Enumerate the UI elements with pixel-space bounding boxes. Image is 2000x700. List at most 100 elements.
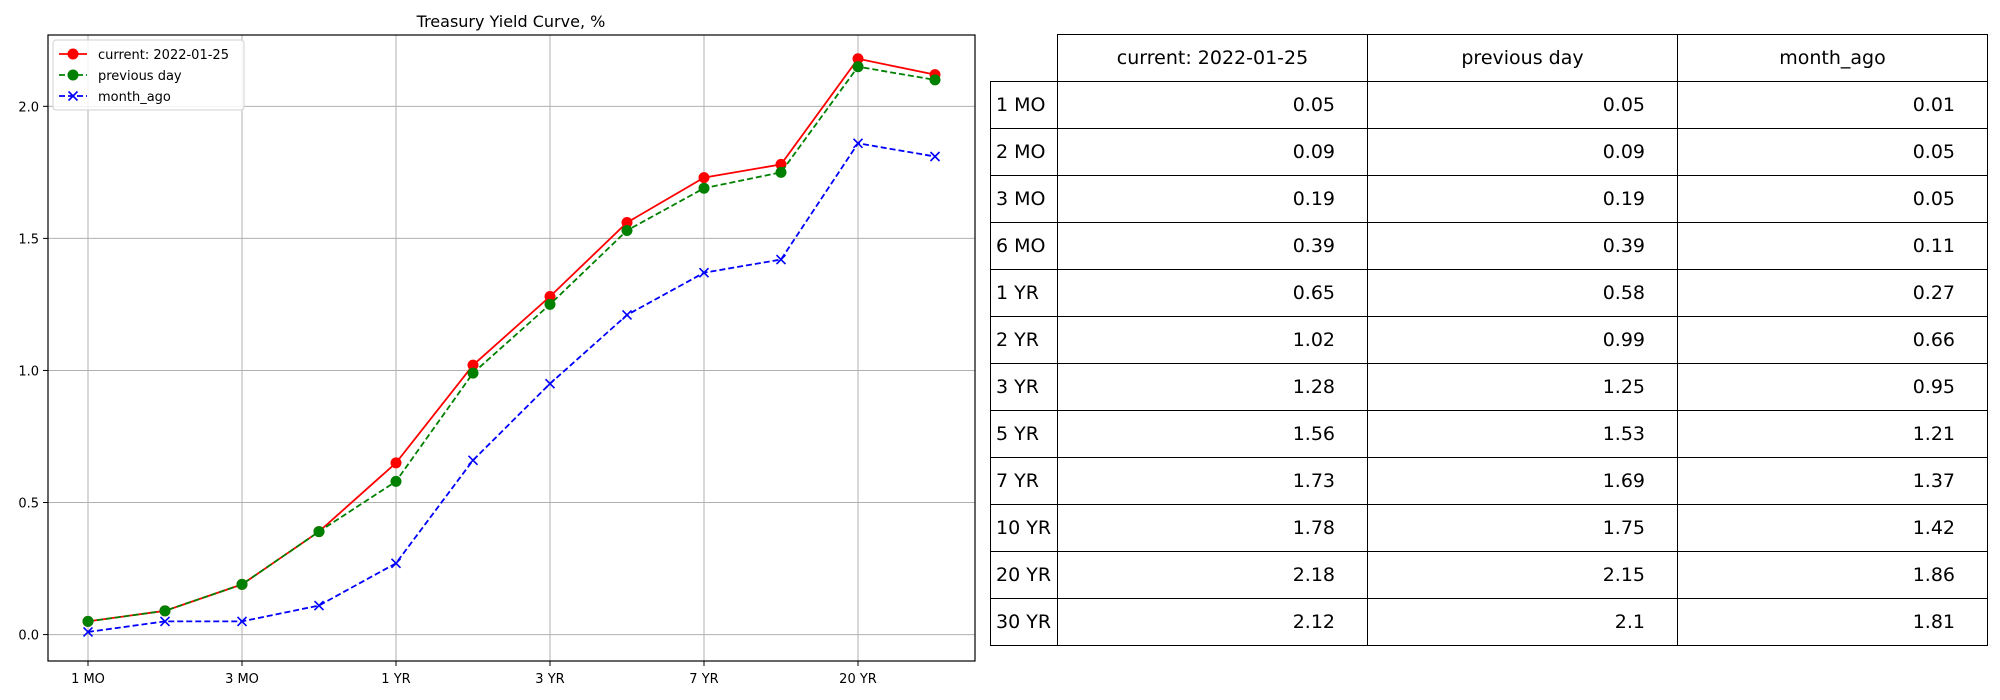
legend-box — [52, 39, 245, 111]
series-1 — [82, 61, 941, 627]
data-point — [390, 558, 402, 569]
data-point — [313, 526, 325, 538]
data-point — [621, 224, 633, 236]
table-cell: 1.37 — [1677, 457, 1988, 505]
table-cell: 1.56 — [1057, 410, 1368, 458]
table-cell: 0.19 — [1057, 175, 1368, 223]
row-label: 20 YR — [990, 551, 1058, 599]
legend-label: current: 2022-01-25 — [98, 48, 229, 63]
table-cell: 1.73 — [1057, 457, 1368, 505]
table-cell: 1.42 — [1677, 504, 1988, 552]
table-cell: 0.09 — [1367, 128, 1678, 176]
table-cell: 0.09 — [1057, 128, 1368, 176]
data-point — [236, 578, 248, 590]
table-row: 5 YR 1.56 1.53 1.21 — [990, 410, 1988, 458]
table-corner-cell — [990, 34, 1058, 82]
x-tick-label: 3 MO — [225, 672, 259, 687]
table-cell: 0.27 — [1677, 269, 1988, 317]
table-cell: 2.18 — [1057, 551, 1368, 599]
table-cell: 1.86 — [1677, 551, 1988, 599]
row-label: 2 YR — [990, 316, 1058, 364]
series-group — [82, 53, 941, 638]
table-cell: 0.95 — [1677, 363, 1988, 411]
data-point — [82, 626, 94, 638]
grid — [48, 35, 975, 661]
table-row: 20 YR 2.18 2.15 1.86 — [990, 551, 1988, 599]
table-cell: 0.66 — [1677, 316, 1988, 364]
series-line — [87, 142, 936, 633]
legend-label: month_ago — [98, 90, 171, 105]
table-cell: 0.39 — [1057, 222, 1368, 270]
row-label: 2 MO — [990, 128, 1058, 176]
table-header-row: current: 2022-01-25 previous day month_a… — [990, 34, 1988, 82]
table-cell: 0.05 — [1677, 128, 1988, 176]
row-label: 30 YR — [990, 598, 1058, 646]
table-row: 7 YR 1.73 1.69 1.37 — [990, 457, 1988, 505]
table-cell: 0.05 — [1677, 175, 1988, 223]
table-row: 3 MO 0.19 0.19 0.05 — [990, 175, 1988, 223]
row-label: 3 MO — [990, 175, 1058, 223]
data-point — [775, 254, 787, 265]
row-label: 10 YR — [990, 504, 1058, 552]
table-cell: 0.05 — [1367, 81, 1678, 129]
chart-title: Treasury Yield Curve, % — [416, 12, 606, 31]
data-point — [159, 616, 171, 627]
data-point — [467, 367, 479, 379]
data-point — [236, 616, 248, 627]
table-cell: 0.58 — [1367, 269, 1678, 317]
data-point — [698, 182, 710, 194]
data-point — [852, 138, 864, 149]
table-cell: 2.15 — [1367, 551, 1678, 599]
table-row: 6 MO 0.39 0.39 0.11 — [990, 222, 1988, 270]
table-cell: 1.02 — [1057, 316, 1368, 364]
row-label: 6 MO — [990, 222, 1058, 270]
table-cell: 1.81 — [1677, 598, 1988, 646]
y-tick-label: 2.0 — [18, 100, 39, 115]
series-line — [87, 57, 936, 623]
table-row: 30 YR 2.12 2.1 1.81 — [990, 598, 1988, 646]
row-label: 3 YR — [990, 363, 1058, 411]
data-point — [390, 475, 402, 487]
table-cell: 1.69 — [1367, 457, 1678, 505]
data-point — [390, 457, 402, 469]
legend: current: 2022-01-25 previous day month_ago — [52, 39, 245, 111]
data-point — [929, 74, 941, 86]
table-cell: 0.99 — [1367, 316, 1678, 364]
table-row: 10 YR 1.78 1.75 1.42 — [990, 504, 1988, 552]
legend-marker — [67, 69, 79, 81]
axes: 1 MO 3 MO 1 YR 3 YR 7 YR 20 YR 0.0 0.5 1.0 1.5 2.0 — [18, 100, 877, 687]
table-cell: 1.75 — [1367, 504, 1678, 552]
data-point — [313, 600, 325, 611]
table-row: 3 YR 1.28 1.25 0.95 — [990, 363, 1988, 411]
data-point — [544, 298, 556, 310]
table-cell: 1.53 — [1367, 410, 1678, 458]
column-header: current: 2022-01-25 — [1057, 34, 1368, 82]
data-point — [467, 455, 479, 466]
table-cell: 0.19 — [1367, 175, 1678, 223]
table-body: 1 MO 0.05 0.05 0.01 2 MO 0.09 0.09 0.05 3 MO 0.19… — [990, 81, 1988, 646]
series-line — [87, 65, 936, 623]
y-tick-label: 0.0 — [18, 629, 39, 644]
x-tick-label: 1 YR — [381, 672, 410, 687]
table-row: 2 YR 1.02 0.99 0.66 — [990, 316, 1988, 364]
data-point — [775, 166, 787, 178]
table-cell: 1.78 — [1057, 504, 1368, 552]
table-cell: 0.01 — [1677, 81, 1988, 129]
data-point — [698, 172, 710, 184]
row-label: 1 YR — [990, 269, 1058, 317]
row-label: 5 YR — [990, 410, 1058, 458]
table-row: 2 MO 0.09 0.09 0.05 — [990, 128, 1988, 176]
data-point — [621, 309, 633, 321]
data-point — [852, 61, 864, 73]
table-cell: 0.05 — [1057, 81, 1368, 129]
data-point — [544, 378, 556, 389]
legend-label: previous day — [98, 69, 182, 84]
plot-area-frame — [47, 34, 976, 662]
table-cell: 0.39 — [1367, 222, 1678, 270]
data-point — [698, 267, 710, 278]
row-label: 7 YR — [990, 457, 1058, 505]
table-cell: 0.11 — [1677, 222, 1988, 270]
x-tick-label: 20 YR — [839, 672, 877, 687]
y-tick-label: 1.5 — [18, 232, 39, 247]
